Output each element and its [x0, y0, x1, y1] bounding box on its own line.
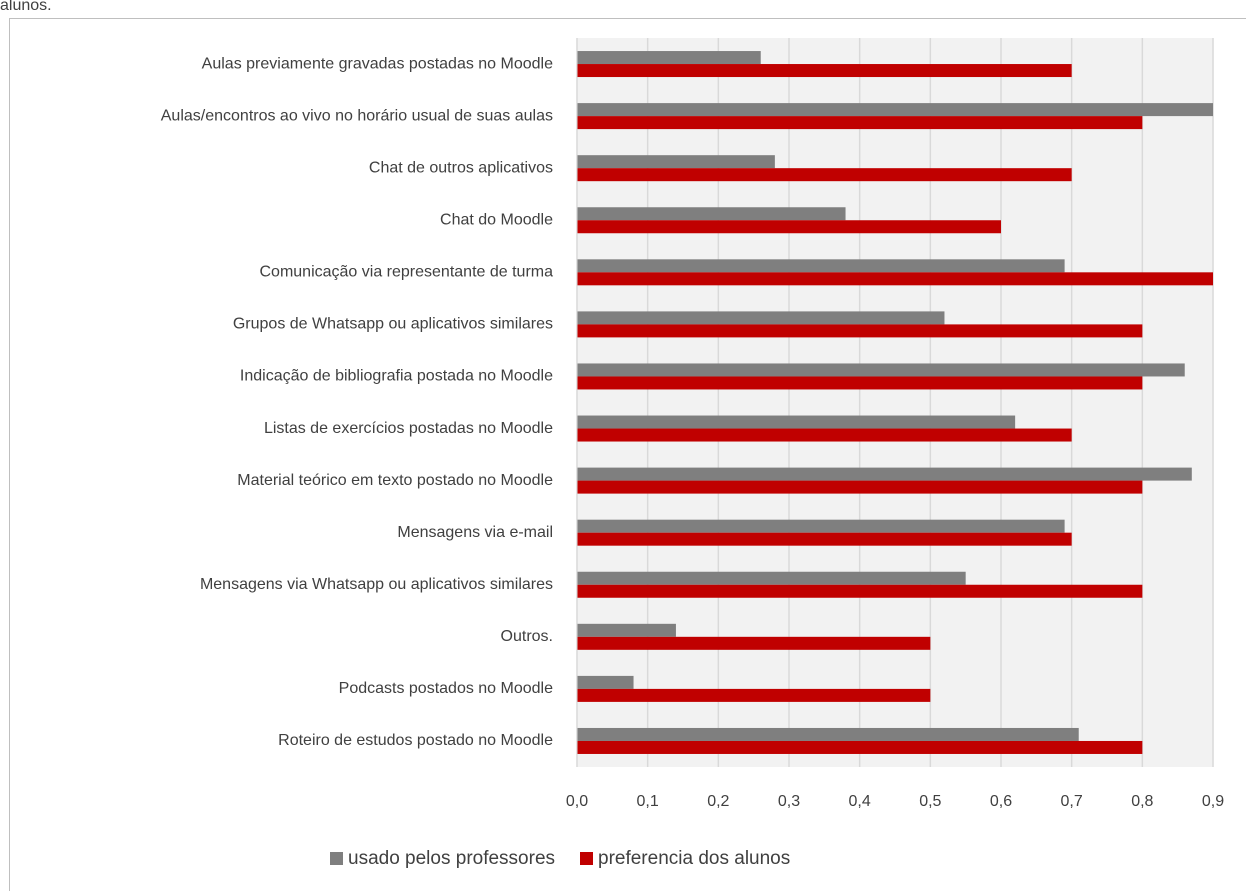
y-tick-label: Aulas/encontros ao vivo no horário usual…: [161, 107, 553, 124]
y-tick-label: Podcasts postados no Moodle: [339, 680, 553, 697]
y-tick-label: Aulas previamente gravadas postadas no M…: [202, 55, 553, 72]
bar: [577, 624, 676, 637]
bar: [577, 259, 1065, 272]
y-tick-label: Indicação de bibliografia postada no Moo…: [240, 368, 553, 385]
bar: [577, 481, 1142, 494]
bar: [577, 155, 775, 168]
legend-label: usado pelos professores: [348, 848, 555, 869]
bar: [577, 468, 1192, 481]
caption: alunos.: [0, 0, 52, 14]
y-tick-label: Comunicação via representante de turma: [260, 264, 554, 281]
legend-label: preferencia dos alunos: [598, 848, 790, 869]
bar: [577, 637, 930, 650]
bar: [577, 520, 1065, 533]
legend-swatch: [580, 852, 593, 865]
bar: [577, 64, 1072, 77]
bar: [577, 272, 1213, 285]
y-tick-label: Grupos de Whatsapp ou aplicativos simila…: [233, 316, 553, 333]
bar: [577, 429, 1072, 442]
bar: [577, 416, 1015, 429]
bar: [577, 533, 1072, 546]
bar: [577, 51, 761, 64]
x-tick-label: 0,1: [637, 793, 659, 810]
bar: [577, 363, 1185, 376]
y-tick-label: Mensagens via Whatsapp ou aplicativos si…: [200, 576, 553, 593]
bar: [577, 168, 1072, 181]
bar: [577, 103, 1213, 116]
bar: [577, 311, 944, 324]
bar: [577, 376, 1142, 389]
bar: [577, 572, 966, 585]
bar: [577, 689, 930, 702]
y-tick-label: Listas de exercícios postadas no Moodle: [264, 420, 553, 437]
x-tick-label: 0,0: [566, 793, 588, 810]
bar: [577, 220, 1001, 233]
y-tick-label: Chat do Moodle: [440, 211, 553, 228]
y-tick-label: Material teórico em texto postado no Moo…: [237, 472, 553, 489]
x-tick-label: 0,2: [707, 793, 729, 810]
y-tick-label: Mensagens via e-mail: [397, 524, 553, 541]
x-tick-label: 0,8: [1131, 793, 1153, 810]
x-tick-label: 0,6: [990, 793, 1012, 810]
bar: [577, 207, 846, 220]
x-tick-label: 0,7: [1061, 793, 1083, 810]
bar: [577, 676, 634, 689]
bar: [577, 728, 1079, 741]
x-tick-label: 0,4: [849, 793, 871, 810]
y-tick-label: Outros.: [501, 628, 553, 645]
x-tick-label: 0,9: [1202, 793, 1224, 810]
x-tick-label: 0,3: [778, 793, 800, 810]
bar: [577, 116, 1142, 129]
bar: [577, 741, 1142, 754]
bar: [577, 585, 1142, 598]
plot-area: [577, 38, 1213, 767]
x-tick-label: 0,5: [919, 793, 941, 810]
bar: [577, 324, 1142, 337]
y-tick-label: Roteiro de estudos postado no Moodle: [278, 732, 553, 749]
y-tick-label: Chat de outros aplicativos: [369, 159, 553, 176]
legend-swatch: [330, 852, 343, 865]
